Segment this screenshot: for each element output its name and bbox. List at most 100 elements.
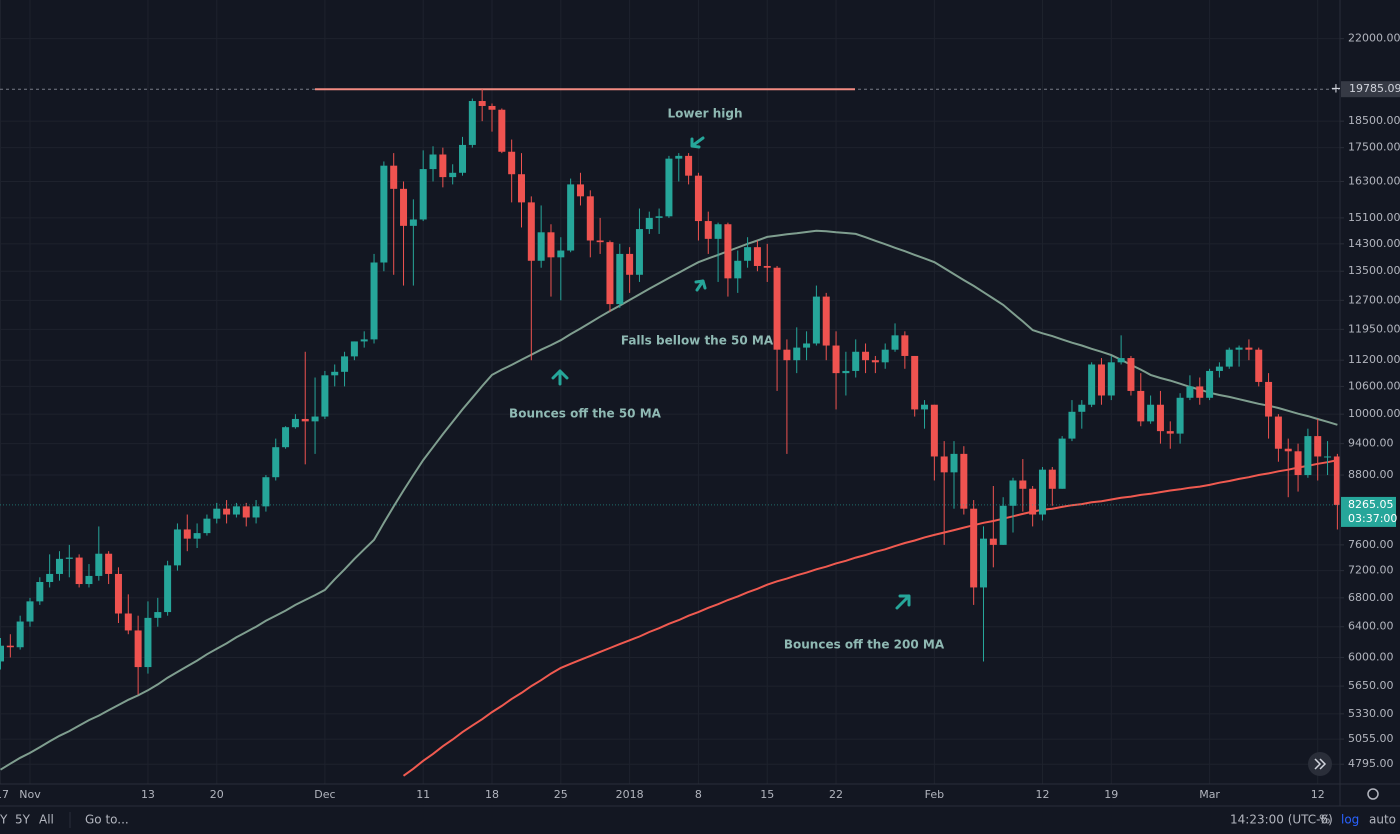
candle-body bbox=[862, 351, 870, 361]
last-price-bg bbox=[1341, 496, 1396, 527]
candle-body bbox=[1314, 436, 1322, 457]
candle-body bbox=[1294, 451, 1302, 476]
candle-body bbox=[950, 453, 958, 473]
candle-body bbox=[803, 343, 811, 348]
y-tick-label: 5330.00 bbox=[1348, 707, 1394, 720]
y-tick-label: 10600.00 bbox=[1348, 379, 1400, 392]
scale-button[interactable]: log bbox=[1341, 813, 1359, 827]
y-tick-label: 6400.00 bbox=[1348, 620, 1394, 633]
candle-body bbox=[1265, 381, 1273, 417]
candle-body bbox=[596, 240, 604, 243]
candle-body bbox=[429, 154, 437, 170]
candle-body bbox=[301, 418, 309, 422]
candle-body bbox=[1117, 358, 1125, 363]
last-price-label: 8265.05 bbox=[1348, 498, 1394, 511]
candle-body bbox=[331, 371, 339, 376]
candle-body bbox=[154, 612, 162, 618]
y-tick-label: 15100.00 bbox=[1348, 211, 1400, 224]
candle-body bbox=[75, 557, 83, 585]
candle-body bbox=[468, 101, 476, 145]
candle-body bbox=[164, 565, 172, 613]
candle-body bbox=[459, 144, 467, 173]
candle-body bbox=[1147, 404, 1155, 422]
candle-body bbox=[341, 356, 349, 372]
grid bbox=[0, 0, 1340, 784]
x-tick-label: 11 bbox=[416, 788, 430, 801]
scroll-button[interactable] bbox=[1308, 752, 1332, 776]
candle-body bbox=[1274, 416, 1282, 449]
x-tick-label: '17 bbox=[0, 788, 9, 801]
candle-body bbox=[350, 341, 358, 357]
candle-body bbox=[871, 360, 879, 363]
candle-body bbox=[272, 447, 280, 478]
candle-body bbox=[370, 262, 378, 340]
candle-body bbox=[124, 613, 132, 631]
y-tick-label: 10000.00 bbox=[1348, 407, 1400, 420]
candle-body bbox=[1107, 362, 1115, 396]
y-tick-label: 12700.00 bbox=[1348, 293, 1400, 306]
candle-body bbox=[734, 260, 742, 279]
candle-body bbox=[980, 538, 987, 588]
gear[interactable] bbox=[1367, 788, 1379, 800]
bottom-toolbar bbox=[0, 806, 1400, 834]
candle-body bbox=[183, 529, 191, 539]
candle-body bbox=[645, 217, 653, 230]
x-tick-label: 18 bbox=[485, 788, 499, 801]
annotation: Bounces off the 50 MA bbox=[509, 407, 662, 421]
candle-body bbox=[16, 621, 24, 648]
candle-body bbox=[114, 573, 122, 614]
candle-body bbox=[1058, 438, 1066, 489]
candle-body bbox=[173, 529, 181, 566]
candle-body bbox=[232, 506, 240, 515]
goto-button[interactable]: Go to... bbox=[85, 813, 129, 827]
candle-body bbox=[911, 355, 919, 410]
candle-body bbox=[694, 175, 702, 222]
plot-area: Lower high Falls bellow the 50 MA Bounces … bbox=[0, 88, 1340, 777]
range-button[interactable]: 5Y bbox=[15, 813, 31, 827]
candle-body bbox=[744, 247, 752, 261]
candle-body bbox=[1235, 347, 1243, 350]
y-tick-label: 13500.00 bbox=[1348, 264, 1400, 277]
candle-body bbox=[822, 296, 830, 346]
candle-body bbox=[567, 184, 575, 251]
price-line-label: 19785.09 bbox=[1349, 82, 1400, 95]
candle-body bbox=[282, 427, 290, 448]
candle-body bbox=[1255, 349, 1263, 382]
candle-body bbox=[586, 196, 594, 241]
settings-icon[interactable] bbox=[1367, 788, 1379, 800]
arrow bbox=[694, 279, 707, 292]
candle-body bbox=[773, 267, 781, 350]
candle-body bbox=[1156, 404, 1164, 432]
candle-body bbox=[311, 416, 319, 422]
candle-body bbox=[193, 533, 201, 539]
candle-body bbox=[1088, 364, 1096, 405]
candle-body bbox=[1245, 347, 1253, 350]
y-tick-label: 16300.00 bbox=[1348, 174, 1400, 187]
candle-body bbox=[1176, 397, 1184, 434]
candle-body bbox=[557, 250, 565, 258]
candle-body bbox=[675, 155, 683, 159]
candle-body bbox=[439, 154, 447, 178]
x-tick-label: 20 bbox=[210, 788, 224, 801]
range-button[interactable]: All bbox=[39, 813, 54, 827]
x-tick-label: 13 bbox=[141, 788, 155, 801]
y-tick-label: 7600.00 bbox=[1348, 538, 1394, 551]
axes: 22000.00 18500.00 17500.00 16300.00 15100.00… bbox=[0, 32, 1400, 801]
candle-body bbox=[1166, 431, 1174, 434]
candle-body bbox=[1196, 386, 1204, 398]
scale-button[interactable]: auto bbox=[1369, 813, 1396, 827]
candle-body bbox=[547, 232, 555, 258]
y-tick-label: 4795.00 bbox=[1348, 757, 1394, 770]
candle-body bbox=[1029, 488, 1037, 515]
scale-button[interactable]: % bbox=[1319, 813, 1330, 827]
candle-body bbox=[1324, 456, 1332, 458]
candle-body bbox=[498, 109, 506, 152]
candle-body bbox=[95, 553, 103, 576]
price-line-label-bg bbox=[1341, 81, 1400, 98]
x-tick-label: Dec bbox=[314, 788, 335, 801]
y-tick-label: 5055.00 bbox=[1348, 732, 1394, 745]
candle-body bbox=[714, 224, 722, 239]
candle-body bbox=[380, 165, 388, 263]
range-button[interactable]: Y bbox=[0, 813, 8, 827]
candle-body bbox=[400, 188, 408, 226]
